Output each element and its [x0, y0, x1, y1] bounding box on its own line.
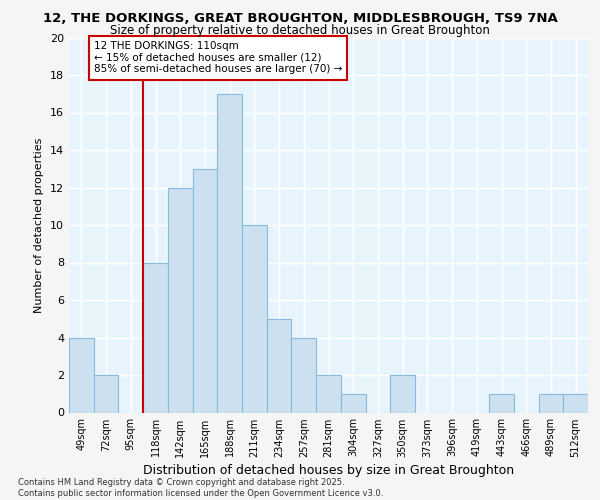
Text: 12 THE DORKINGS: 110sqm
← 15% of detached houses are smaller (12)
85% of semi-de: 12 THE DORKINGS: 110sqm ← 15% of detache… [94, 42, 342, 74]
Text: Size of property relative to detached houses in Great Broughton: Size of property relative to detached ho… [110, 24, 490, 37]
X-axis label: Distribution of detached houses by size in Great Broughton: Distribution of detached houses by size … [143, 464, 514, 477]
Bar [267, 319, 292, 412]
Y-axis label: Number of detached properties: Number of detached properties [34, 138, 44, 312]
Text: 12, THE DORKINGS, GREAT BROUGHTON, MIDDLESBROUGH, TS9 7NA: 12, THE DORKINGS, GREAT BROUGHTON, MIDDL… [43, 12, 557, 26]
Bar [341, 394, 365, 412]
Bar [69, 338, 94, 412]
Text: Contains HM Land Registry data © Crown copyright and database right 2025.
Contai: Contains HM Land Registry data © Crown c… [18, 478, 383, 498]
Bar [539, 394, 563, 412]
Bar [489, 394, 514, 412]
Bar [193, 169, 217, 412]
Bar [242, 225, 267, 412]
Bar [563, 394, 588, 412]
Bar [390, 375, 415, 412]
Bar [168, 188, 193, 412]
Bar [94, 375, 118, 412]
Bar [316, 375, 341, 412]
Bar [292, 338, 316, 412]
Bar [217, 94, 242, 412]
Bar [143, 262, 168, 412]
